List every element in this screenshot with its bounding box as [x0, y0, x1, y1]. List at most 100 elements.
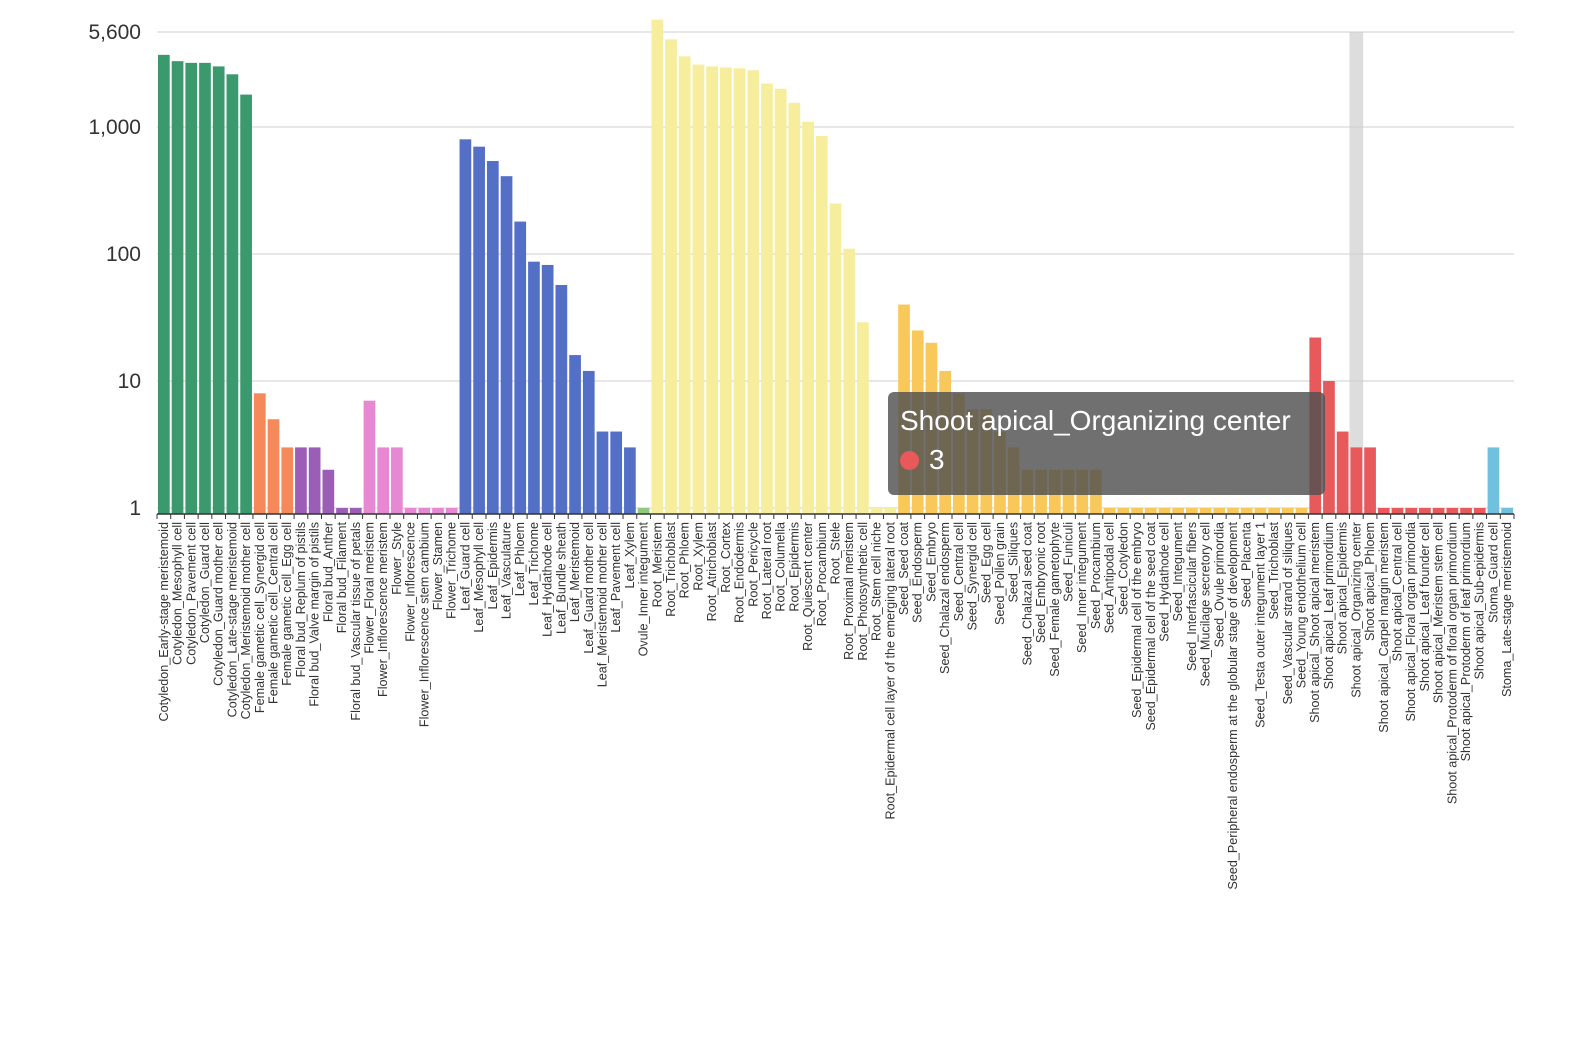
x-tick-label: Seed_Female gametophyte — [1048, 522, 1062, 677]
x-tick-label: Cotyledon_Pavement cell — [184, 522, 198, 665]
x-tick-label: Seed_Pollen grain — [993, 522, 1007, 625]
bar — [336, 508, 348, 514]
x-tick-label: Shoot apical_Floral organ primordia — [1404, 522, 1418, 722]
bar — [295, 447, 307, 514]
x-tick-label: Shoot apical_Central cell — [1390, 522, 1404, 661]
x-tick-label: Seed_Egg cell — [979, 522, 993, 603]
bar — [1350, 447, 1363, 514]
bar — [459, 139, 472, 515]
x-tick-label: Flower_Inflorescence meristem — [376, 522, 390, 697]
bar — [1103, 508, 1116, 514]
x-tick-label: Leaf_Meristemoid mother cell — [595, 522, 609, 687]
bar — [1405, 508, 1418, 514]
bar — [1501, 508, 1513, 514]
x-tick-label: Leaf_Pavement cell — [609, 522, 623, 633]
x-tick-label: Flower_Floral meristem — [362, 522, 376, 654]
x-tick-label: Seed_Placenta — [1240, 522, 1254, 607]
bar — [1391, 508, 1404, 514]
bar — [555, 285, 568, 514]
x-tick-label: Seed_Testa outer integument layer 1 — [1253, 522, 1267, 728]
x-tick-label: Root_Cortex — [719, 521, 733, 592]
bar — [308, 447, 321, 514]
x-tick-label: Root_Endodermis — [733, 522, 747, 623]
x-tick-label: Leaf_Phloem — [513, 522, 527, 596]
x-tick-label: Seed_Epidermal cell of the seed coat — [1144, 522, 1158, 731]
x-tick-label: Root_Quiescent center — [801, 522, 815, 651]
x-tick-label: Root_Proximal meristem — [842, 522, 856, 660]
bar — [185, 62, 198, 515]
bar — [761, 83, 773, 514]
bar — [391, 447, 403, 514]
x-tick-label: Seed_Funiculi — [1062, 522, 1076, 602]
x-tick-label: Seed_Central cell — [952, 522, 966, 621]
x-tick-label: Seed_Siliques — [1007, 522, 1021, 603]
x-tick-label: Root_Procambium — [815, 522, 829, 626]
x-tick-label: Floral bud_Filament — [335, 521, 349, 633]
bar — [1254, 508, 1267, 514]
bar — [651, 19, 664, 515]
x-tick-label: Seed_Mucilage secretory cell — [1199, 522, 1213, 687]
x-tick-label: Seed_Embryo — [924, 522, 938, 602]
bar — [1281, 508, 1294, 514]
x-tick-label: Leaf_Trichome — [527, 522, 541, 606]
x-tick-label: Stoma_Late-stage meristemoid — [1500, 522, 1514, 697]
bar — [1336, 431, 1349, 514]
x-tick-label: Root_Meristem — [650, 522, 664, 607]
y-tick-label: 10 — [118, 370, 141, 393]
x-tick-label: Leaf_Mesophyll cell — [472, 522, 486, 633]
x-tick-label: Seed_Embryonic root — [1034, 522, 1048, 644]
bar — [719, 67, 732, 514]
x-tick-label: Seed_Endosperm — [911, 522, 925, 623]
x-tick-label: Leaf_Xylem — [623, 522, 637, 589]
bar — [199, 62, 211, 515]
x-tick-label: Cotyledon_Guard cell — [198, 522, 212, 643]
bar — [665, 39, 677, 515]
x-tick-label: Root_Lateral root — [760, 522, 774, 620]
y-tick-label: 100 — [106, 243, 141, 266]
x-tick-label: Shoot apical_Carpel margin meristem — [1377, 522, 1391, 733]
bar — [1144, 508, 1157, 514]
bar — [1377, 508, 1390, 514]
bar — [500, 176, 513, 514]
x-tick-label: Shoot apical_Leaf primordium — [1322, 522, 1336, 689]
bar — [226, 74, 239, 514]
bar — [1446, 508, 1459, 514]
x-tick-label: Seed_Interfascicular fibers — [1185, 522, 1199, 671]
bar — [1295, 508, 1308, 514]
axes: 1 10 100 1,000 5,600 Cotyledon_Early-stage me… — [88, 21, 1515, 890]
x-tick-label: Seed_Young endothelium cell — [1295, 522, 1309, 688]
x-tick-label: Root_Epidermis — [787, 522, 801, 612]
bar — [418, 508, 431, 514]
bar — [1323, 381, 1335, 514]
bar — [541, 264, 554, 514]
bar — [884, 508, 897, 514]
bar — [569, 355, 581, 514]
bar — [158, 54, 170, 515]
bar — [678, 56, 691, 515]
bar — [1199, 508, 1212, 514]
x-tick-label: Root_Pericycle — [746, 522, 760, 607]
x-tick-label: Seed_Cotyledon — [1116, 522, 1130, 615]
x-tick-label: Floral bud_Vascular tissue of petals — [349, 522, 363, 721]
bar — [747, 70, 760, 514]
x-tick-label: Shoot apical_Organizing center — [1349, 522, 1363, 698]
bar — [1419, 508, 1431, 514]
x-tick-label: Seed_Seed coat — [897, 522, 911, 616]
x-tick-label: Ovule_Inner integument — [637, 522, 651, 657]
x-tick-label: Shoot apical_Meristem stem cell — [1432, 522, 1446, 703]
bar — [1117, 508, 1130, 514]
x-tick-label: Seed_Chalazal endosperm — [938, 522, 952, 674]
bar — [596, 431, 609, 514]
x-tick-label: Seed_Trichoblast — [1267, 522, 1281, 620]
x-tick-label: Cotyledon_Mesophyll cell — [171, 522, 185, 665]
x-tick-label: Flower_Inflorescence — [404, 522, 418, 642]
bar — [1487, 447, 1500, 514]
x-tick-label: Root_Epidermal cell layer of the emergin… — [883, 522, 897, 820]
x-tick-label: Cotyledon_Meristemoid mother cell — [239, 522, 253, 719]
bar — [637, 508, 650, 514]
tooltip-row: 3 — [900, 440, 1313, 480]
bar — [171, 61, 184, 514]
tooltip-title: Shoot apical_Organizing center — [900, 405, 1291, 436]
x-tick-label: Shoot apical_Leaf founder cell — [1418, 522, 1432, 691]
x-tick-label: Cotyledon_Late-stage meristemoid — [225, 522, 239, 717]
